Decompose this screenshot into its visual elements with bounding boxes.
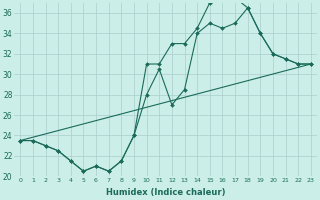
- X-axis label: Humidex (Indice chaleur): Humidex (Indice chaleur): [106, 188, 225, 197]
